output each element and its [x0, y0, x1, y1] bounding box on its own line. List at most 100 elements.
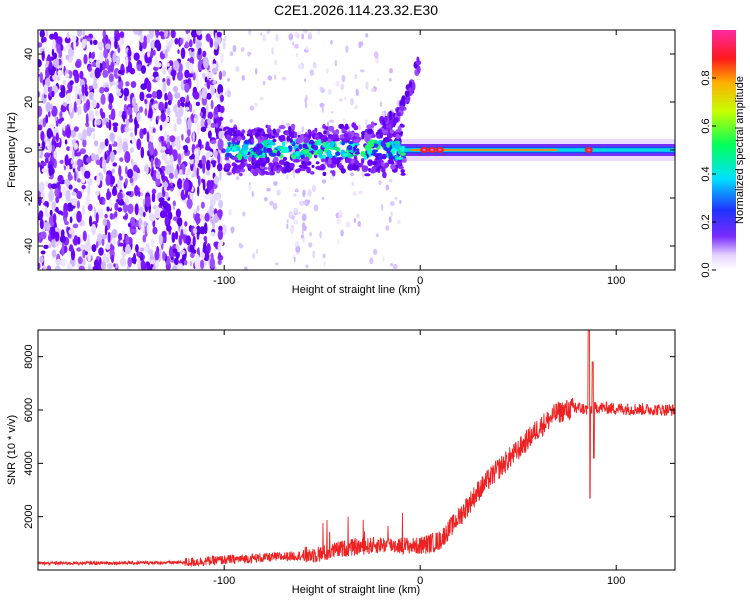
noise-blob [117, 78, 124, 90]
rising-tone-blob [404, 90, 410, 98]
noise-blob [194, 258, 201, 270]
sparse-noise-blob [302, 225, 307, 232]
turbulent-band-blob [256, 144, 264, 149]
sparse-noise-blob [317, 30, 320, 35]
turbulent-band-blob [397, 149, 402, 155]
sparse-noise-blob [254, 102, 259, 107]
noise-blob [39, 72, 44, 84]
noise-blob [196, 167, 199, 180]
noise-blob [143, 246, 149, 253]
turbulent-band-blob [363, 155, 368, 160]
noise-blob [89, 72, 94, 79]
sparse-noise-blob [291, 215, 295, 221]
turbulent-band-blob [320, 158, 326, 162]
noise-blob [69, 216, 73, 224]
noise-blob [158, 101, 165, 111]
noise-blob [187, 73, 194, 78]
sparse-noise-blob [281, 76, 287, 81]
noise-blob [101, 237, 105, 247]
noise-blob [131, 158, 134, 166]
turbulent-band-blob [306, 166, 311, 174]
noise-blob [121, 230, 125, 241]
noise-blob [206, 79, 211, 90]
sparse-noise-blob [379, 101, 383, 108]
noise-blob [163, 30, 168, 38]
noise-blob [173, 60, 180, 72]
noise-blob [220, 94, 224, 102]
noise-blob [168, 60, 174, 67]
noise-blob [70, 159, 74, 165]
turbulent-band-blob [279, 134, 286, 141]
noise-blob [158, 234, 163, 245]
turbulent-band-blob [234, 163, 238, 170]
noise-blob [94, 67, 101, 79]
sparse-noise-blob [271, 47, 274, 55]
noise-blob [56, 42, 61, 54]
sparse-noise-blob [353, 105, 359, 110]
noise-blob [106, 206, 110, 212]
noise-blob [38, 212, 42, 219]
spectrogram-panel: -100 0 100 -40 -20 0 20 40 Height of straight l… [6, 29, 676, 296]
sparse-noise-blob [382, 256, 385, 262]
noise-blob [62, 79, 67, 86]
noise-blob [148, 124, 152, 137]
noise-blob [82, 230, 87, 242]
turbulent-band-blob [402, 157, 407, 163]
noise-blob [127, 49, 132, 58]
noise-blob [81, 184, 86, 190]
noise-blob [94, 140, 99, 147]
turbulent-band-blob [257, 138, 261, 144]
colorbar-tick-0p2-label: 0.2 [700, 214, 712, 229]
turbulent-band-blob [310, 171, 315, 175]
noise-blob [66, 226, 69, 234]
noise-blob [73, 142, 79, 150]
turbulent-band-blob [263, 146, 267, 154]
sparse-noise-blob [399, 200, 402, 204]
turbulent-band-blob [295, 137, 303, 144]
noise-blob [52, 213, 57, 224]
noise-blob [180, 152, 184, 161]
turbulent-band-blob [271, 135, 276, 139]
turbulent-band-blob [280, 148, 284, 154]
noise-blob [96, 118, 102, 126]
noise-blob [164, 48, 168, 59]
noise-blob [142, 211, 146, 218]
noise-blob [38, 233, 41, 243]
sparse-noise-blob [321, 179, 327, 184]
noise-blob [81, 176, 86, 184]
noise-blob [130, 228, 137, 233]
noise-blob [179, 249, 186, 255]
turbulent-band-blob [252, 130, 256, 136]
noise-blob [174, 230, 179, 240]
noise-blob [145, 163, 149, 176]
noise-blob [179, 96, 186, 103]
rising-tone-blob [388, 110, 393, 121]
turbulent-band-blob [303, 133, 309, 138]
noise-blob [200, 126, 207, 133]
turbulent-band-blob [330, 170, 334, 174]
sparse-noise-blob [235, 66, 240, 72]
noise-blob [46, 141, 50, 150]
noise-blob [204, 212, 210, 222]
sparse-noise-blob [293, 256, 296, 263]
noise-blob [38, 124, 43, 131]
noise-blob [217, 152, 221, 164]
turbulent-band-blob [353, 147, 357, 152]
noise-blob [98, 247, 104, 256]
turbulent-band-blob [327, 158, 332, 165]
turbulent-band-blob [346, 145, 353, 151]
turbulent-band-blob [354, 133, 360, 137]
turbulent-band-blob [372, 161, 378, 166]
noise-blob [54, 116, 58, 121]
noise-blob [43, 83, 49, 95]
noise-blob [77, 151, 82, 156]
sparse-noise-blob [356, 213, 360, 218]
sparse-noise-blob [340, 83, 345, 90]
turbulent-band-blob [311, 164, 315, 168]
noise-blob [124, 126, 129, 133]
noise-blob [164, 101, 168, 110]
sparse-noise-blob [329, 119, 334, 123]
sparse-noise-blob [337, 238, 340, 245]
noise-blob [44, 221, 51, 231]
noise-blob [202, 163, 206, 174]
